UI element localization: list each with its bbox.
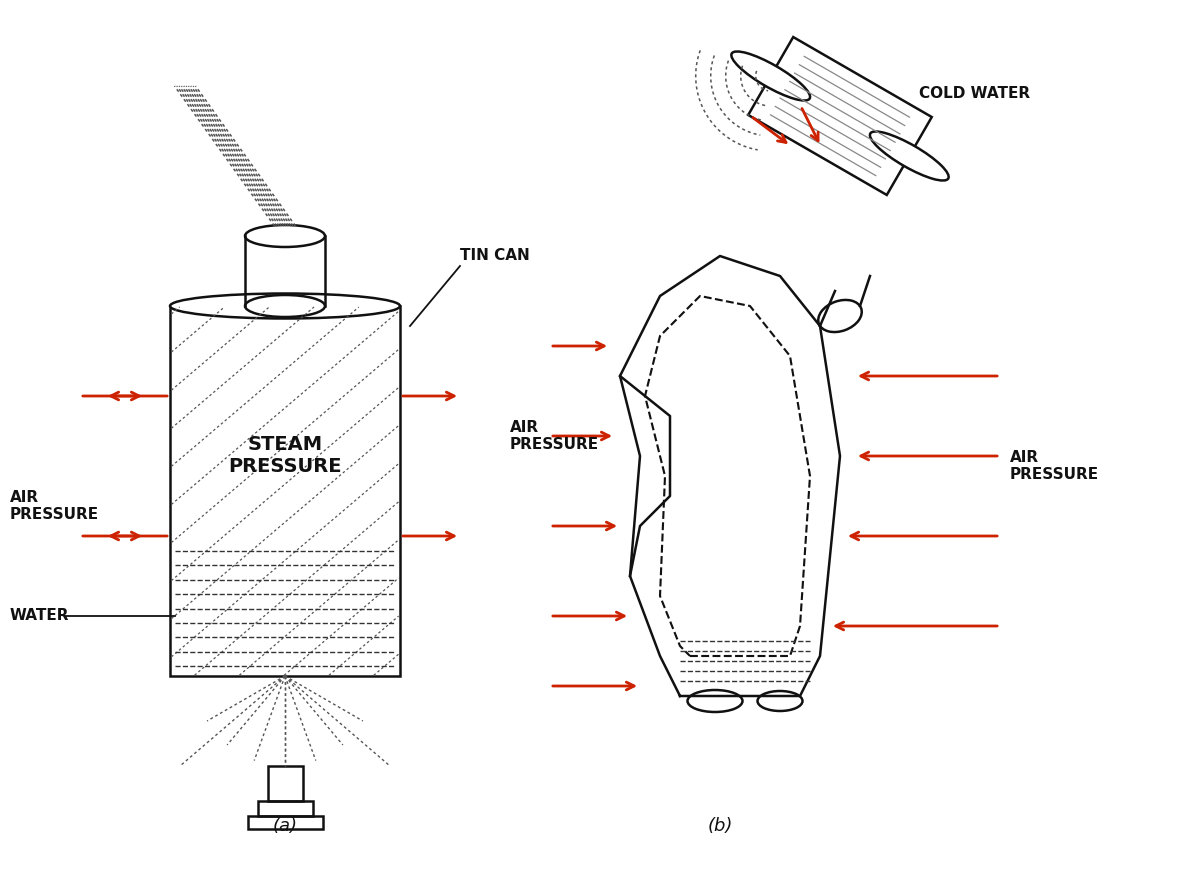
Text: (a): (a) bbox=[272, 817, 298, 835]
Bar bbox=[258, 801, 312, 816]
Ellipse shape bbox=[245, 295, 325, 317]
Bar bbox=[170, 306, 400, 676]
Ellipse shape bbox=[870, 131, 949, 180]
Bar bbox=[268, 766, 302, 801]
Ellipse shape bbox=[731, 52, 810, 101]
Text: WATER: WATER bbox=[10, 609, 70, 624]
Text: AIR
PRESSURE: AIR PRESSURE bbox=[10, 490, 100, 522]
Text: STEAM
PRESSURE: STEAM PRESSURE bbox=[228, 435, 342, 477]
Polygon shape bbox=[749, 37, 931, 195]
Text: COLD WATER: COLD WATER bbox=[919, 86, 1031, 101]
Ellipse shape bbox=[170, 293, 400, 319]
Ellipse shape bbox=[688, 690, 743, 712]
Ellipse shape bbox=[757, 691, 803, 711]
Text: AIR
PRESSURE: AIR PRESSURE bbox=[510, 420, 599, 452]
Text: AIR
PRESSURE: AIR PRESSURE bbox=[1010, 449, 1099, 482]
Text: (b): (b) bbox=[707, 817, 733, 835]
Ellipse shape bbox=[245, 225, 325, 247]
Ellipse shape bbox=[818, 300, 862, 332]
Bar bbox=[247, 816, 323, 829]
Text: TIN CAN: TIN CAN bbox=[460, 249, 529, 264]
